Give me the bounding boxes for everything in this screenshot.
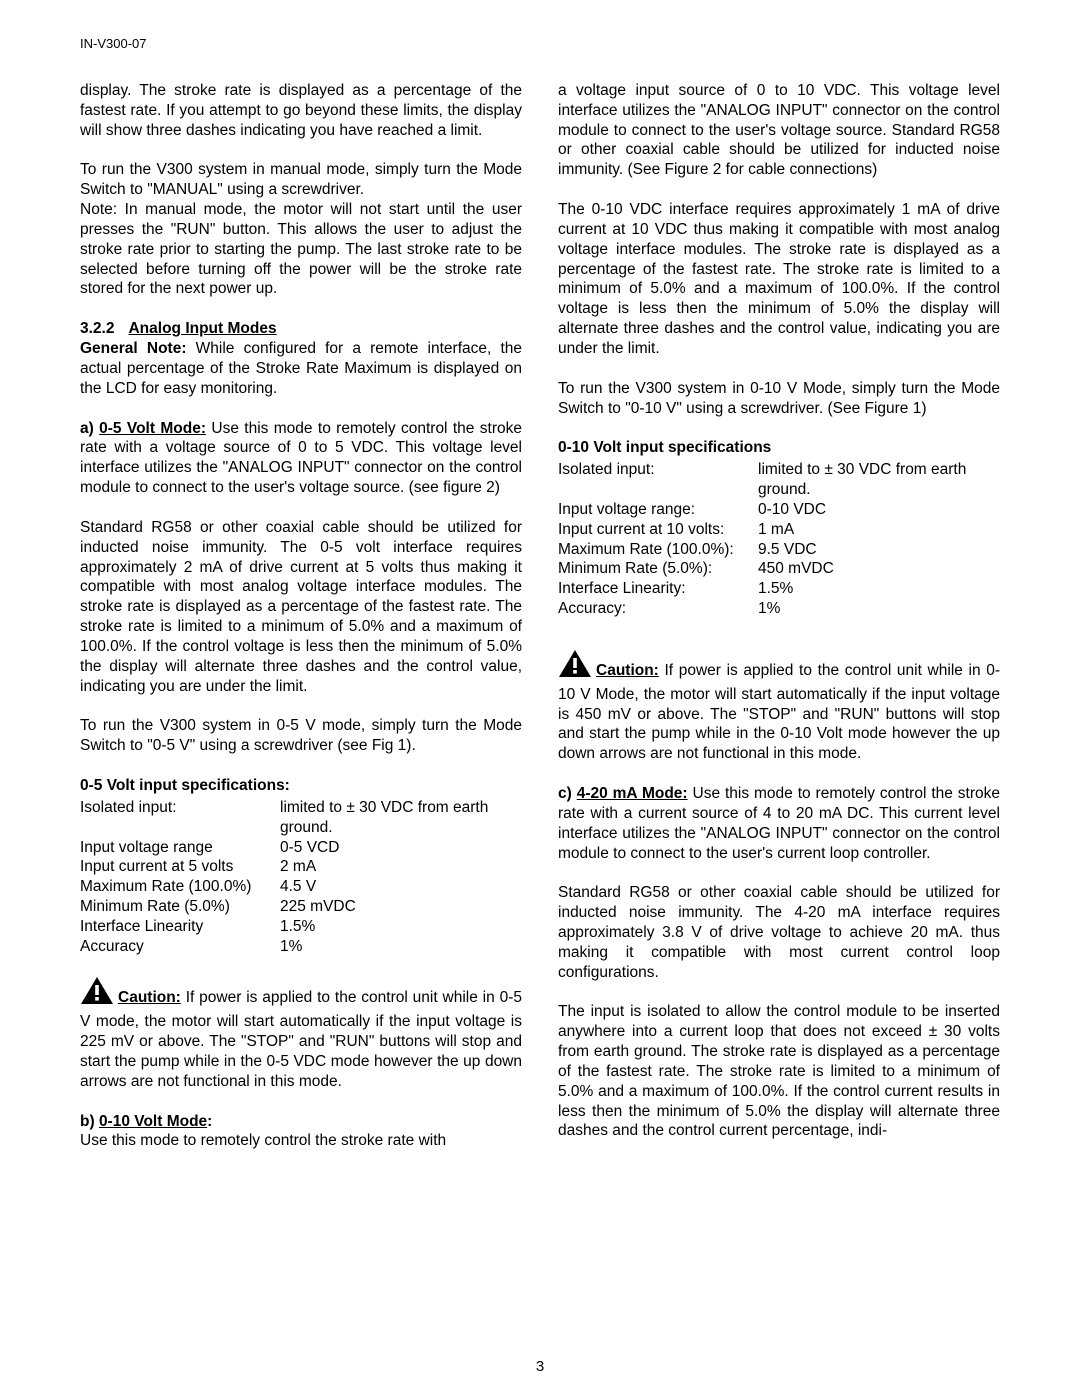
mode-prefix: c) (558, 785, 577, 802)
body-paragraph: display. The stroke rate is displayed as… (80, 81, 522, 140)
mode-label: 0-10 Volt Mode (99, 1113, 207, 1130)
spec-value: 9.5 VDC (758, 540, 1000, 560)
spec-label: Isolated input: (558, 460, 758, 500)
document-page: IN-V300-07 display. The stroke rate is d… (0, 0, 1080, 1397)
spec-row: Accuracy1% (80, 937, 522, 957)
body-paragraph: Standard RG58 or other coaxial cable sho… (80, 518, 522, 696)
spec-title: 0-5 Volt input specifications: (80, 776, 522, 796)
spec-value: 0-5 VCD (280, 838, 522, 858)
mode-b-heading: b) 0-10 Volt Mode: (80, 1112, 522, 1132)
right-column: a voltage input source of 0 to 10 VDC. T… (558, 81, 1000, 1151)
body-paragraph: The input is isolated to allow the contr… (558, 1002, 1000, 1141)
spec-row: Input voltage range0-5 VCD (80, 838, 522, 858)
spec-value: 1.5% (280, 917, 522, 937)
caution-label: Caution: (596, 662, 659, 679)
body-text: Use this mode to remotely control the st… (80, 1131, 522, 1151)
spec-value: 4.5 V (280, 877, 522, 897)
spec-value: 2 mA (280, 857, 522, 877)
body-text: To run the V300 system in manual mode, s… (80, 160, 522, 200)
body-paragraph: The 0-10 VDC interface requires approxim… (558, 200, 1000, 359)
spec-row: Input current at 5 volts2 mA (80, 857, 522, 877)
spec-row: Isolated input:limited to ± 30 VDC from … (80, 798, 522, 838)
spec-table-0-5v: Isolated input:limited to ± 30 VDC from … (80, 798, 522, 957)
spec-row: Interface Linearity:1.5% (558, 579, 1000, 599)
spec-label: Maximum Rate (100.0%): (558, 540, 758, 560)
spec-value: 0-10 VDC (758, 500, 1000, 520)
spec-row: Maximum Rate (100.0%)4.5 V (80, 877, 522, 897)
left-column: display. The stroke rate is displayed as… (80, 81, 522, 1151)
body-paragraph: a voltage input source of 0 to 10 VDC. T… (558, 81, 1000, 180)
document-id: IN-V300-07 (80, 36, 1000, 51)
spec-value: 450 mVDC (758, 559, 1000, 579)
spec-label: Input current at 5 volts (80, 857, 280, 877)
mode-label: 4-20 mA Mode: (577, 785, 688, 802)
spec-row: Accuracy:1% (558, 599, 1000, 619)
mode-label: 0-5 Volt Mode: (99, 420, 206, 437)
spec-label: Input voltage range (80, 838, 280, 858)
body-paragraph: Standard RG58 or other coaxial cable sho… (558, 883, 1000, 982)
spec-label: Input voltage range: (558, 500, 758, 520)
two-column-layout: display. The stroke rate is displayed as… (80, 81, 1000, 1151)
body-text: General Note: While configured for a rem… (80, 340, 522, 397)
mode-c-paragraph: c) 4-20 mA Mode: Use this mode to remote… (558, 784, 1000, 863)
spec-table-0-10v: Isolated input:limited to ± 30 VDC from … (558, 460, 1000, 619)
body-text: Note: In manual mode, the motor will not… (80, 200, 522, 299)
mode-a-paragraph: a) 0-5 Volt Mode: Use this mode to remot… (80, 419, 522, 498)
warning-icon (558, 649, 592, 685)
spec-value: 1% (758, 599, 1000, 619)
spec-label: Input current at 10 volts: (558, 520, 758, 540)
section-number: 3.2.2 (80, 320, 114, 337)
caution-label: Caution: (118, 989, 181, 1006)
body-paragraph: To run the V300 system in 0-5 V mode, si… (80, 716, 522, 756)
spec-row: Minimum Rate (5.0%): 450 mVDC (558, 559, 1000, 579)
body-paragraph: To run the V300 system in 0-10 V Mode, s… (558, 379, 1000, 419)
caution-block: Caution: If power is applied to the cont… (558, 649, 1000, 764)
spec-label: Minimum Rate (5.0%) (80, 897, 280, 917)
mode-prefix: b) (80, 1113, 99, 1130)
warning-icon (80, 976, 114, 1012)
spec-value: 1% (280, 937, 522, 957)
spec-label: Interface Linearity: (558, 579, 758, 599)
spec-label: Isolated input: (80, 798, 280, 838)
mode-prefix: a) (80, 420, 99, 437)
body-paragraph: To run the V300 system in manual mode, s… (80, 160, 522, 299)
spec-label: Maximum Rate (100.0%) (80, 877, 280, 897)
caution-block: Caution: If power is applied to the cont… (80, 976, 522, 1091)
spec-value: 225 mVDC (280, 897, 522, 917)
spec-row: Input current at 10 volts:1 mA (558, 520, 1000, 540)
page-number: 3 (0, 1358, 1080, 1375)
spec-label: Accuracy (80, 937, 280, 957)
spec-value: 1.5% (758, 579, 1000, 599)
spec-value: 1 mA (758, 520, 1000, 540)
spec-title: 0-10 Volt input specifications (558, 438, 1000, 458)
spec-row: Maximum Rate (100.0%): 9.5 VDC (558, 540, 1000, 560)
section-heading-block: 3.2.2 Analog Input Modes General Note: Wh… (80, 319, 522, 398)
spec-row: Minimum Rate (5.0%)225 mVDC (80, 897, 522, 917)
section-title: Analog Input Modes (128, 320, 276, 337)
spec-label: Interface Linearity (80, 917, 280, 937)
spec-row: Interface Linearity1.5% (80, 917, 522, 937)
spec-label: Minimum Rate (5.0%): (558, 559, 758, 579)
spec-row: Input voltage range:0-10 VDC (558, 500, 1000, 520)
spec-label: Accuracy: (558, 599, 758, 619)
spec-value: limited to ± 30 VDC from earth ground. (280, 798, 522, 838)
spec-row: Isolated input:limited to ± 30 VDC from … (558, 460, 1000, 500)
spec-value: limited to ± 30 VDC from earth ground. (758, 460, 1000, 500)
